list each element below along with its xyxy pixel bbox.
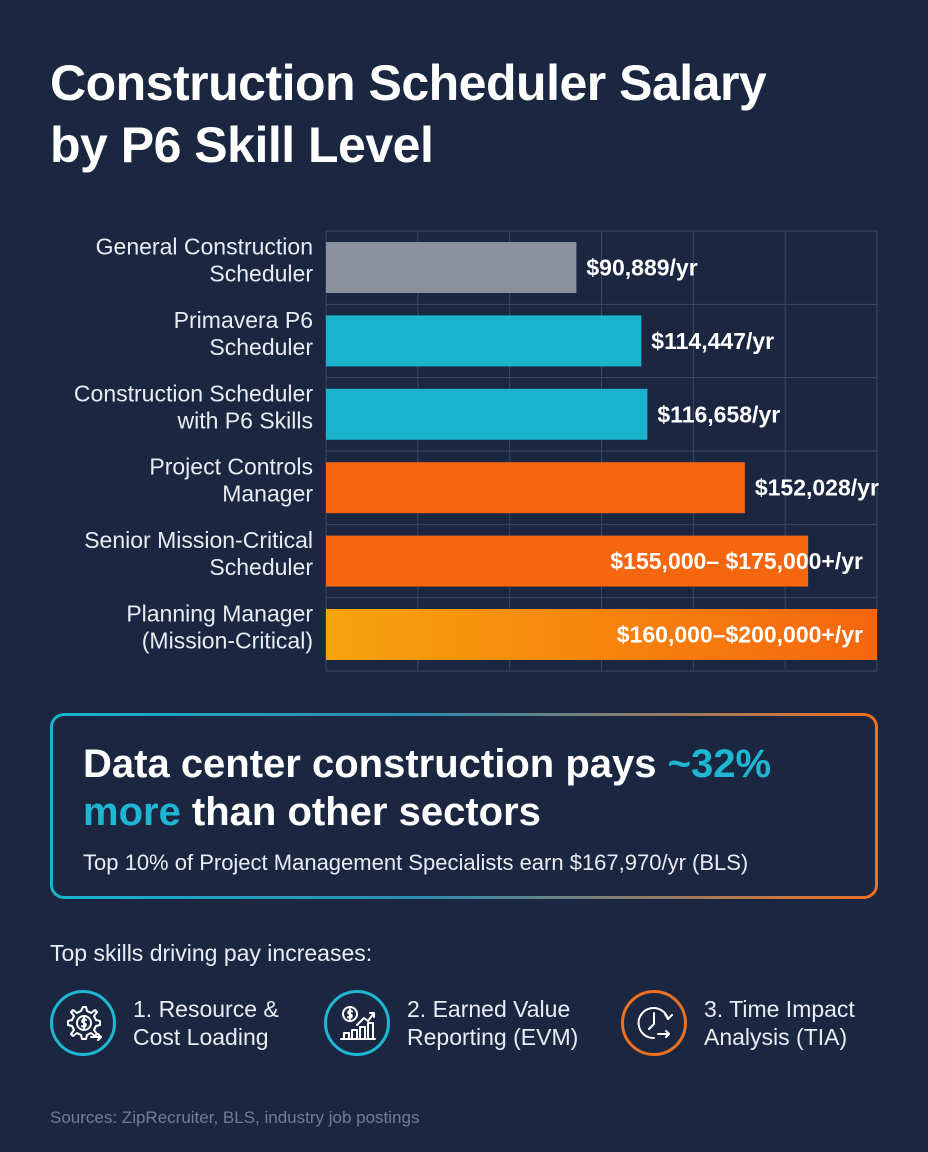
value-label: $152,028/yr	[755, 475, 879, 501]
category-label: Senior Mission-Critical	[84, 527, 313, 553]
value-label: $114,447/yr	[651, 328, 774, 354]
salary-bar	[326, 462, 745, 514]
skill-2-line-2: Reporting (EVM)	[407, 1024, 579, 1050]
data-center-callout: Data center construction pays ~32% more t…	[50, 713, 878, 899]
skill-1-line-2: Cost Loading	[133, 1024, 269, 1050]
growth-chart-dollar-icon	[324, 990, 390, 1056]
callout-subtext: Top 10% of Project Management Specialist…	[83, 850, 749, 875]
salary-bar	[326, 609, 877, 660]
category-label: (Mission-Critical)	[142, 628, 313, 654]
skills-list: 1. Resource & Cost Loading 2. Earned Val…	[50, 985, 880, 1061]
skill-3-line-2: Analysis (TIA)	[704, 1024, 848, 1050]
salary-bar	[326, 315, 642, 367]
gear-dollar-icon	[50, 990, 116, 1056]
title-line-1: Construction Scheduler Salary	[50, 55, 767, 111]
value-label: $116,658/yr	[657, 401, 780, 427]
value-label: $160,000–$200,000+/yr	[617, 622, 863, 648]
salary-bar	[326, 535, 809, 587]
salary-bar	[326, 388, 648, 440]
headline-accent-more: more	[83, 790, 181, 834]
skills-title: Top skills driving pay increases:	[50, 940, 373, 966]
skill-label-3: 3. Time Impact Analysis (TIA)	[704, 995, 855, 1051]
category-label: with P6 Skills	[177, 407, 313, 433]
category-label: Scheduler	[209, 554, 313, 580]
category-label: Planning Manager	[126, 601, 313, 627]
headline-text-2: than other sectors	[180, 790, 541, 834]
skill-label-2: 2. Earned Value Reporting (EVM)	[407, 995, 578, 1051]
value-label: $155,000– $175,000+/yr	[610, 548, 863, 574]
skill-3-line-1: 3. Time Impact	[704, 996, 855, 1022]
page-title: Construction Scheduler Salary by P6 Skil…	[50, 52, 890, 176]
skill-item-earned-value: 2. Earned Value Reporting (EVM)	[324, 985, 578, 1061]
salary-bar	[326, 242, 577, 293]
category-label: Scheduler	[209, 261, 313, 287]
skill-1-line-1: 1. Resource &	[133, 996, 279, 1022]
category-label: Primavera P6	[174, 307, 313, 333]
category-label: Construction Scheduler	[74, 380, 313, 406]
category-label: Manager	[222, 481, 313, 507]
category-label: Scheduler	[209, 334, 313, 360]
skill-2-line-1: 2. Earned Value	[407, 996, 571, 1022]
skill-label-1: 1. Resource & Cost Loading	[133, 995, 279, 1051]
value-label: $90,889/yr	[586, 255, 697, 281]
headline-text-1: Data center construction pays	[83, 742, 668, 786]
category-label: General Construction	[96, 234, 313, 260]
category-label: Project Controls	[149, 454, 313, 480]
sources-note: Sources: ZipRecruiter, BLS, industry job…	[50, 1108, 420, 1127]
title-line-2: by P6 Skill Level	[50, 117, 434, 173]
skill-item-time-impact: 3. Time Impact Analysis (TIA)	[621, 985, 855, 1061]
skill-item-resource-cost-loading: 1. Resource & Cost Loading	[50, 985, 279, 1061]
callout-headline: Data center construction pays ~32% more t…	[83, 740, 845, 836]
headline-accent-percent: ~32%	[667, 742, 772, 786]
clock-arrow-icon	[621, 990, 687, 1056]
